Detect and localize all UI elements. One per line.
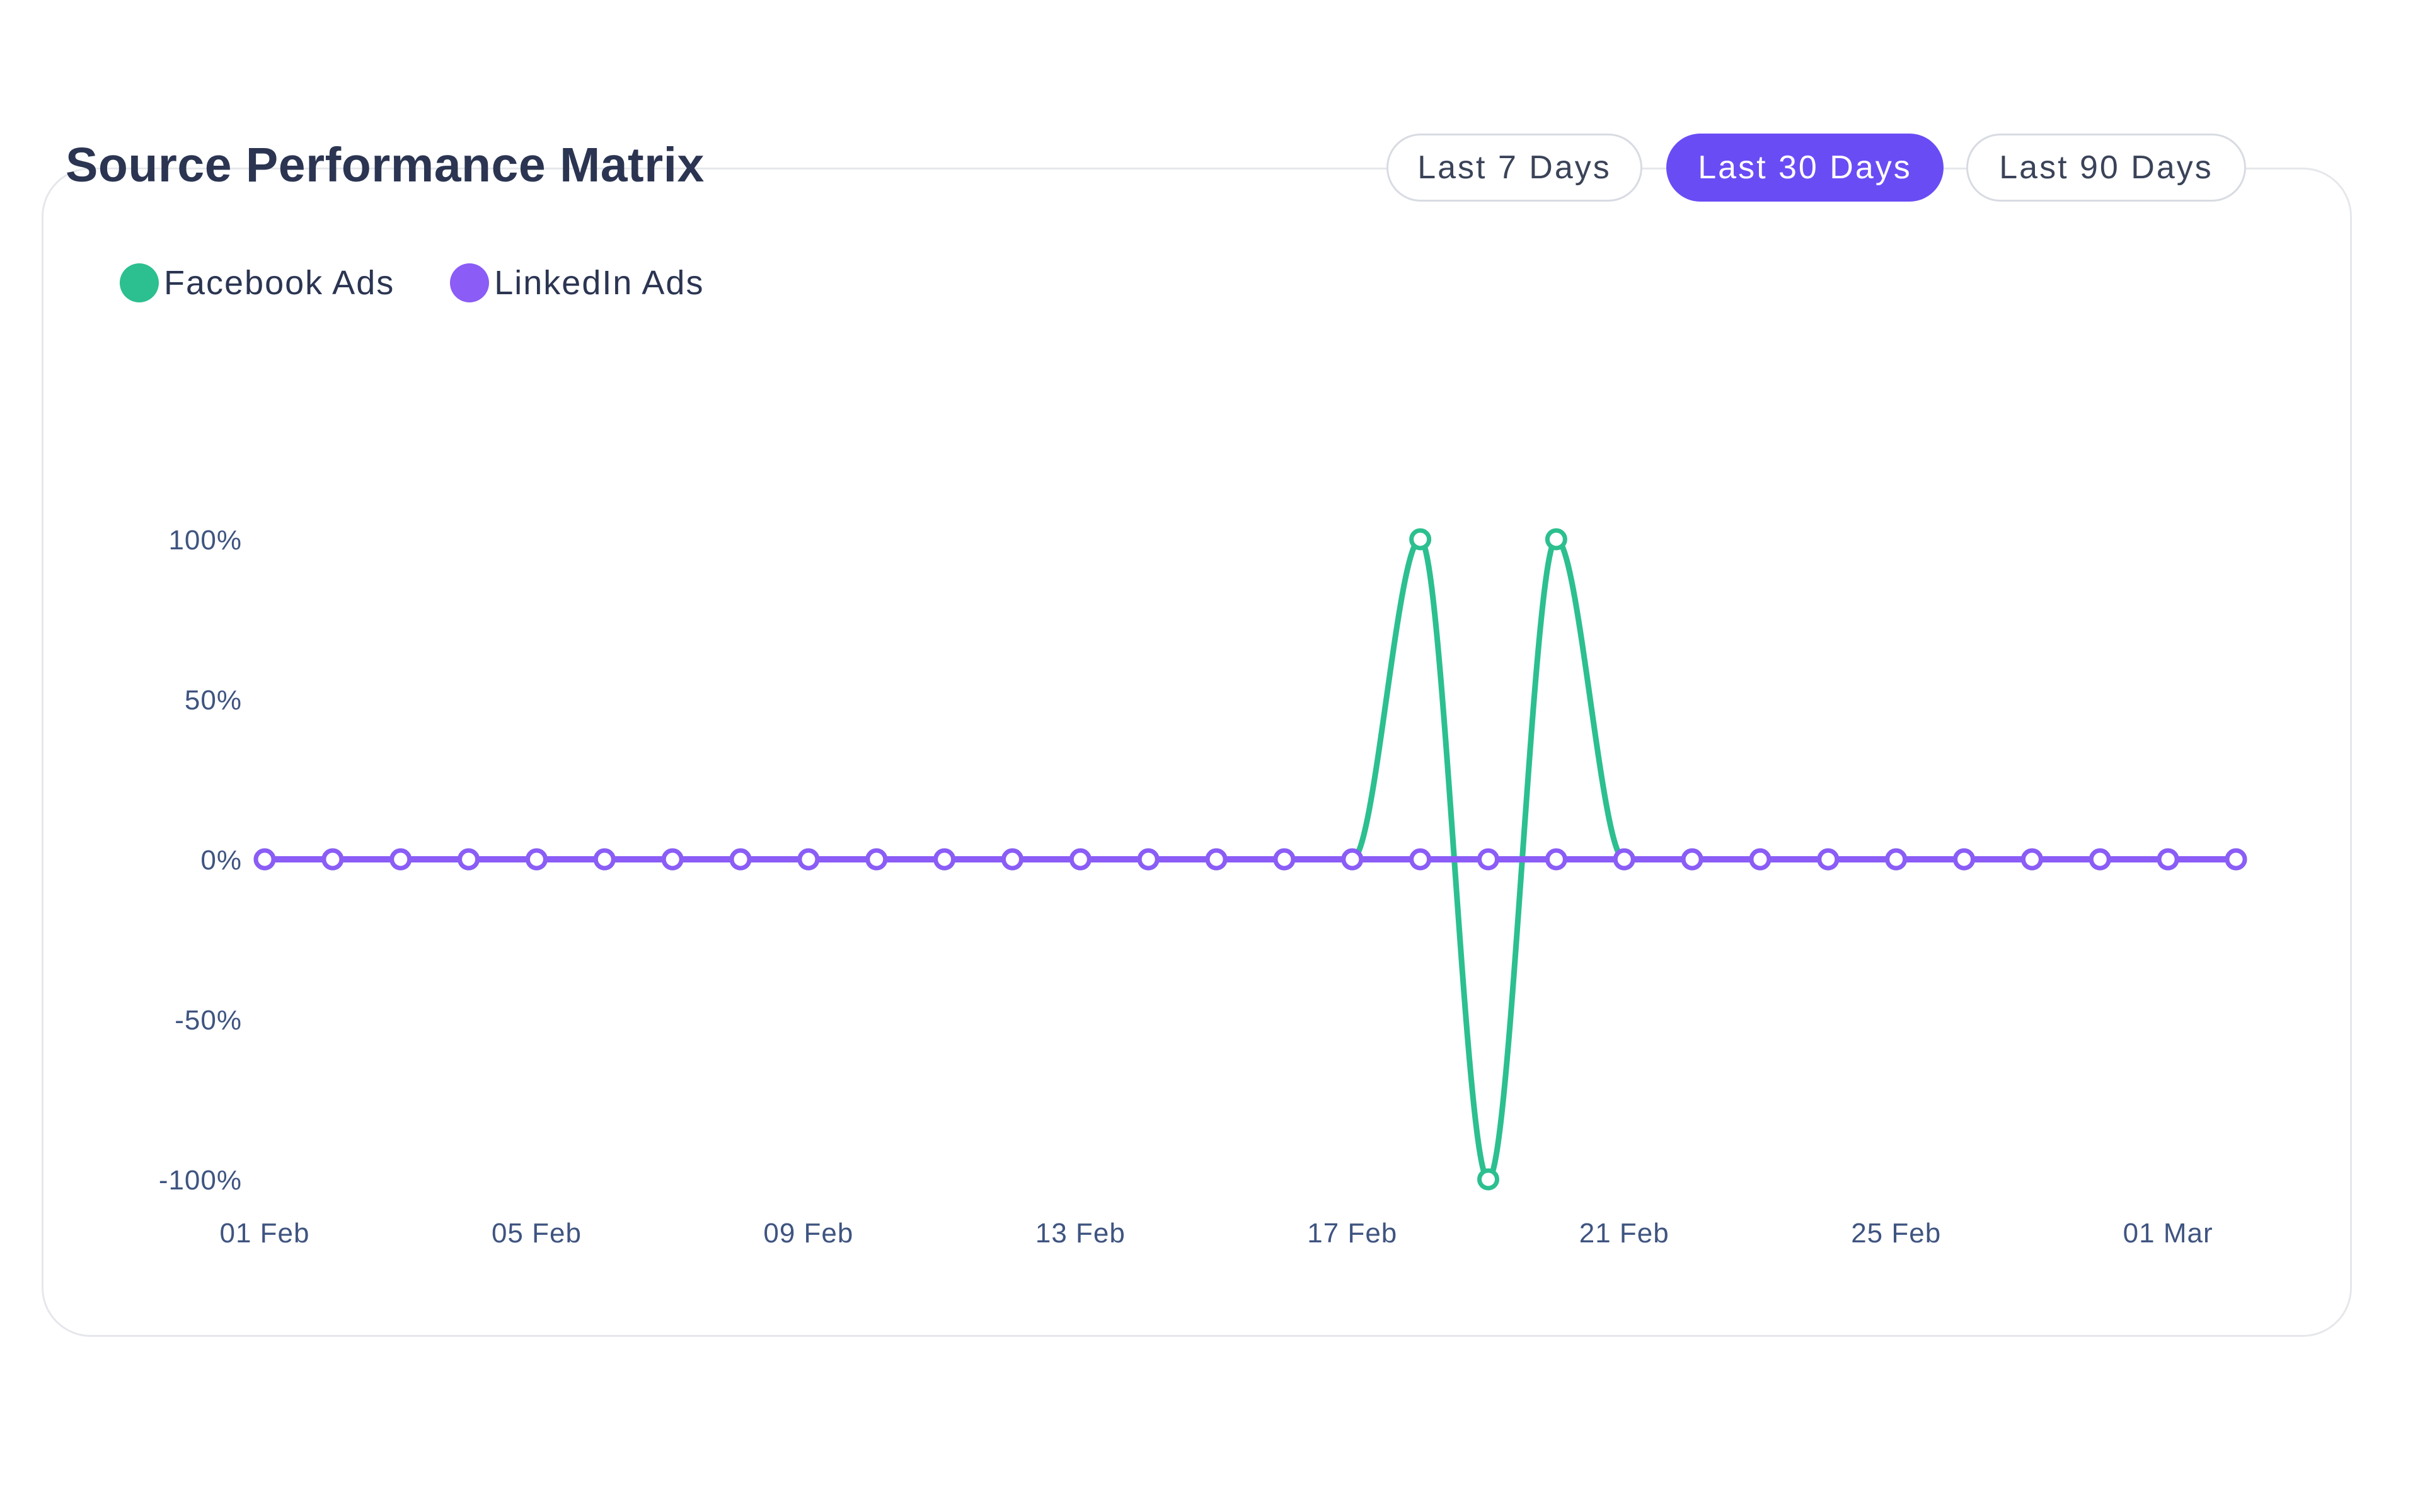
linkedin-ads-dot-icon [450,263,490,302]
x-tick-label: 21 Feb [1579,1218,1669,1249]
data-point-linkedin-ads [1545,848,1567,871]
chart-card [42,168,2352,1337]
data-point-linkedin-ads [1069,848,1092,871]
data-point-linkedin-ads [593,848,616,871]
data-point-linkedin-ads [389,848,412,871]
x-tick-label: 17 Feb [1307,1218,1397,1249]
x-tick-label: 01 Feb [220,1218,310,1249]
x-tick-label: 09 Feb [763,1218,853,1249]
data-point-linkedin-ads [933,848,956,871]
y-tick-label: 0% [200,845,242,876]
legend-item-facebook-ads[interactable]: Facebook Ads [120,263,395,302]
data-point-linkedin-ads [1409,848,1432,871]
data-point-linkedin-ads [2157,848,2179,871]
x-axis: 01 Feb 05 Feb 09 Feb 13 Feb 17 Feb 21 Feb 25 F… [220,1218,2213,1249]
date-range-selector: Last 7 Days Last 30 Days Last 90 Days [0,134,2420,202]
y-tick-label: 100% [168,525,242,556]
data-point-facebook-ads [1409,528,1432,551]
data-point-linkedin-ads [661,848,684,871]
y-tick-label: -100% [159,1165,242,1196]
data-point-linkedin-ads [797,848,820,871]
data-point-linkedin-ads [865,848,888,871]
data-point-linkedin-ads [1613,848,1635,871]
legend-item-linkedin-ads[interactable]: LinkedIn Ads [450,263,704,302]
data-point-linkedin-ads [2089,848,2111,871]
data-point-linkedin-ads [1885,848,1908,871]
last-90-days-button[interactable]: Last 90 Days [1966,134,2246,202]
y-axis: 100% 50% 0% -50% -100% [159,525,242,1196]
x-tick-label: 25 Feb [1851,1218,1941,1249]
facebook-ads-dot-icon [120,263,159,302]
data-point-linkedin-ads [1817,848,1840,871]
y-tick-label: 50% [185,685,242,716]
data-point-linkedin-ads [253,848,276,871]
data-point-linkedin-ads [2225,848,2247,871]
x-tick-label: 01 Mar [2123,1218,2213,1249]
x-tick-label: 05 Feb [492,1218,582,1249]
data-point-linkedin-ads [321,848,344,871]
data-point-linkedin-ads [1273,848,1296,871]
data-point-linkedin-ads [525,848,548,871]
page-title: Source Performance Matrix [66,138,705,192]
data-point-linkedin-ads [1341,848,1364,871]
data-point-linkedin-ads [1681,848,1703,871]
data-point-linkedin-ads [1477,848,1500,871]
last-7-days-button[interactable]: Last 7 Days [1386,134,1642,202]
y-tick-label: -50% [175,1005,242,1036]
data-point-linkedin-ads [1001,848,1023,871]
x-tick-label: 13 Feb [1035,1218,1126,1249]
legend-label-facebook-ads: Facebook Ads [164,264,395,302]
data-point-linkedin-ads [729,848,752,871]
data-point-linkedin-ads [1953,848,1976,871]
data-point-facebook-ads [1545,528,1567,551]
data-point-linkedin-ads [1205,848,1228,871]
data-point-linkedin-ads [458,848,480,871]
data-point-linkedin-ads [1749,848,1772,871]
series-layer [253,528,2247,1191]
data-point-facebook-ads [1477,1168,1500,1191]
legend-label-linkedin-ads: LinkedIn Ads [494,264,705,302]
data-point-linkedin-ads [1137,848,1160,871]
data-point-linkedin-ads [2020,848,2043,871]
chart-legend: Facebook Ads LinkedIn Ads [120,261,759,305]
last-30-days-button[interactable]: Last 30 Days [1666,134,1944,202]
